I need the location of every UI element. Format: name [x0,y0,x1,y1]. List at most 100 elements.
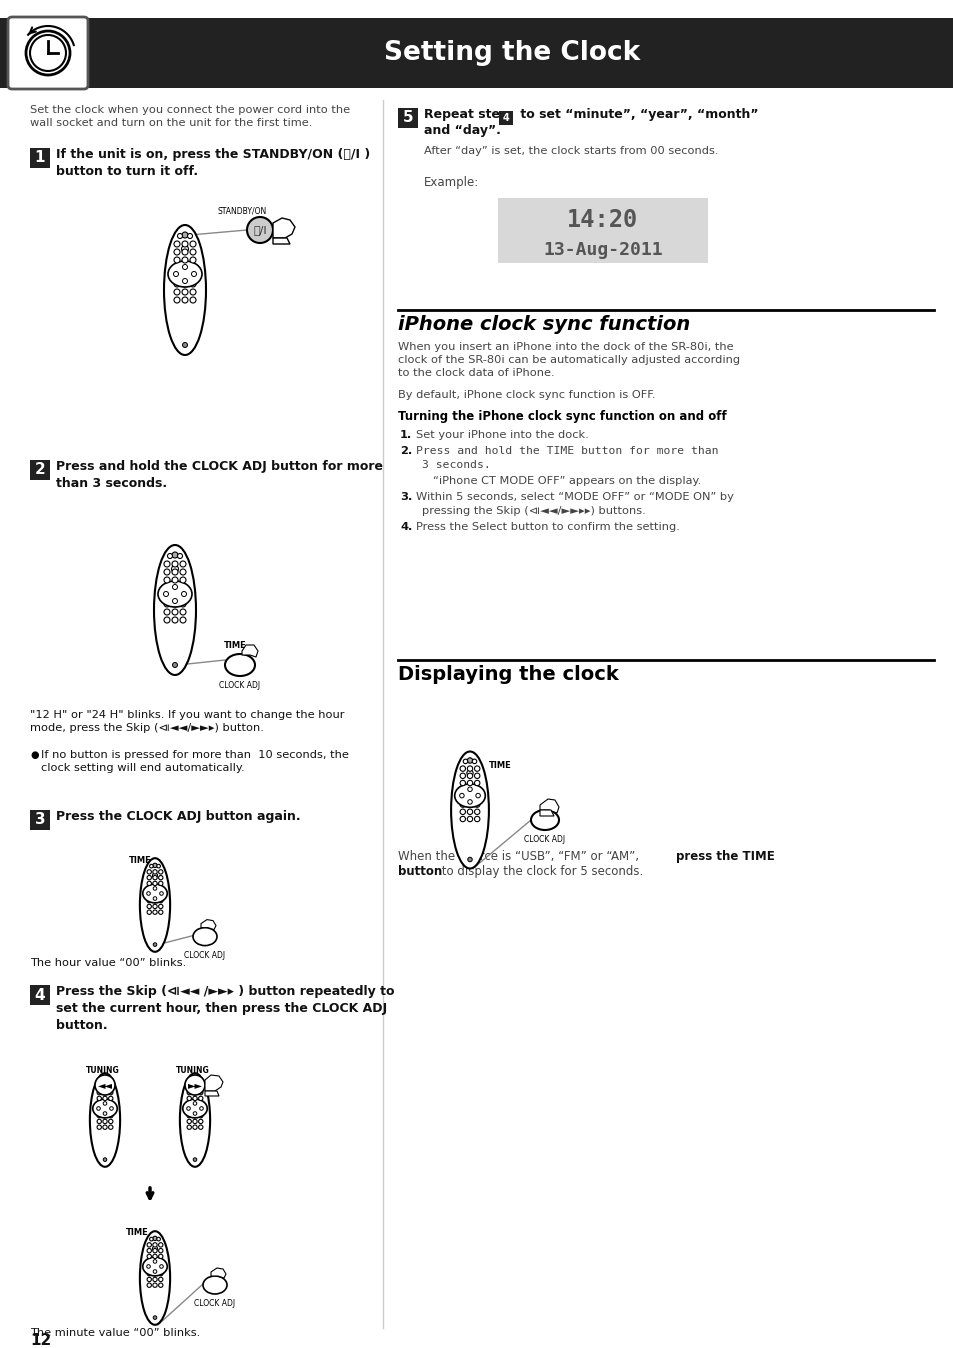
Text: 1: 1 [34,151,45,166]
Circle shape [164,601,170,607]
Text: Press the CLOCK ADJ button again.: Press the CLOCK ADJ button again. [56,810,300,824]
Circle shape [474,802,479,807]
Circle shape [467,817,472,822]
Circle shape [97,1091,101,1095]
Circle shape [109,1113,112,1117]
Polygon shape [539,810,554,816]
Polygon shape [273,239,290,244]
Circle shape [156,864,160,868]
Ellipse shape [158,581,192,607]
Text: ►►: ►► [188,1080,202,1091]
Text: 4.: 4. [399,522,412,532]
Circle shape [198,1119,203,1124]
Circle shape [459,802,465,807]
Circle shape [172,569,178,576]
Text: to display the clock for 5 seconds.: to display the clock for 5 seconds. [437,865,642,878]
Circle shape [109,1091,112,1095]
Text: 14:20: 14:20 [567,208,638,232]
Circle shape [180,601,186,607]
Circle shape [173,249,180,255]
Text: TIME: TIME [223,642,246,650]
Text: CLOCK ADJ: CLOCK ADJ [184,950,225,960]
Text: 3.: 3. [399,492,412,501]
Circle shape [158,1271,163,1275]
Circle shape [158,1278,163,1282]
Circle shape [198,1126,203,1130]
Circle shape [173,271,178,276]
Circle shape [173,288,180,295]
Circle shape [95,1074,115,1095]
Circle shape [173,280,180,287]
Circle shape [187,1126,192,1130]
Circle shape [173,297,180,303]
Text: 3 seconds.: 3 seconds. [421,460,490,470]
Text: pressing the Skip (⧏◄◄/►►▸▸) buttons.: pressing the Skip (⧏◄◄/►►▸▸) buttons. [421,506,645,516]
Circle shape [187,1119,192,1124]
Circle shape [164,561,170,568]
Circle shape [147,905,152,909]
Bar [30,810,50,830]
Text: 1.: 1. [399,430,412,439]
Circle shape [153,1259,156,1263]
Circle shape [97,1113,101,1117]
Circle shape [99,1080,103,1082]
Circle shape [182,279,188,283]
Text: 4: 4 [502,113,509,123]
Circle shape [172,566,178,573]
Circle shape [177,233,182,239]
Circle shape [193,1113,197,1117]
Circle shape [103,1085,107,1089]
Ellipse shape [193,927,216,945]
Circle shape [147,1283,152,1287]
Text: Displaying the clock: Displaying the clock [397,665,618,683]
Text: iPhone clock sync function: iPhone clock sync function [397,315,690,334]
Ellipse shape [225,654,254,675]
Text: TIME: TIME [488,762,511,770]
Circle shape [152,905,157,909]
Circle shape [96,1107,100,1111]
Circle shape [193,1126,197,1130]
Circle shape [172,599,177,604]
Circle shape [172,561,178,568]
Circle shape [198,1085,203,1089]
Circle shape [103,1096,107,1100]
Circle shape [187,1107,190,1111]
Bar [0,18,953,88]
Bar [30,460,50,480]
Circle shape [181,592,186,597]
Circle shape [168,554,172,558]
Circle shape [147,1243,152,1247]
Circle shape [153,896,156,900]
Circle shape [182,280,188,287]
Circle shape [172,551,178,558]
Circle shape [172,577,178,582]
Text: 3: 3 [34,813,45,828]
Text: press the TIME: press the TIME [676,851,774,863]
Circle shape [247,217,273,243]
Circle shape [158,1248,163,1252]
Text: TUNING: TUNING [86,1066,120,1074]
Text: and “day”.: and “day”. [423,124,500,137]
Circle shape [193,1158,196,1162]
Text: Set the clock when you connect the power cord into the
wall socket and turn on t: Set the clock when you connect the power… [30,105,350,128]
Circle shape [152,1243,157,1247]
Circle shape [97,1126,101,1130]
Text: TUNING: TUNING [176,1066,210,1074]
Polygon shape [539,799,558,813]
Circle shape [152,1246,157,1251]
Circle shape [182,241,188,247]
Circle shape [152,1271,157,1275]
Ellipse shape [531,810,558,830]
Ellipse shape [90,1073,120,1167]
Circle shape [459,766,465,771]
Bar [30,985,50,1006]
Circle shape [467,774,472,779]
Text: ⏻/I: ⏻/I [253,225,267,235]
Circle shape [103,1078,107,1082]
Circle shape [177,554,182,558]
Circle shape [147,1271,152,1275]
Circle shape [180,617,186,623]
Circle shape [463,759,467,764]
Circle shape [182,264,188,270]
Circle shape [467,766,472,771]
